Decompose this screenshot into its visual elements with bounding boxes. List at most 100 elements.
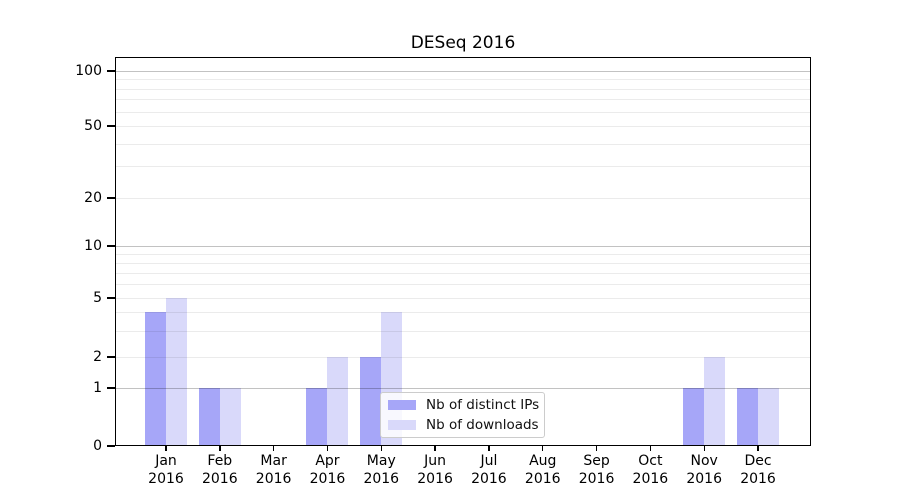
y-tick-label: 0	[93, 438, 102, 454]
y-tick	[107, 297, 115, 299]
minor-gridline	[116, 330, 810, 332]
x-tick-month: Dec	[744, 453, 772, 469]
x-tick-month: Sep	[583, 453, 610, 469]
legend-label: Nb of distinct IPs	[426, 397, 540, 413]
y-tick	[107, 70, 115, 72]
minor-gridline	[116, 253, 810, 255]
x-tick-year: 2016	[309, 470, 346, 487]
x-tick	[595, 446, 598, 451]
x-tick-month: Jul	[480, 453, 498, 469]
minor-gridline	[116, 143, 810, 145]
major-gridline	[116, 71, 810, 72]
x-tick	[326, 446, 329, 451]
x-tick-year: 2016	[255, 470, 292, 487]
x-tick-year: 2016	[471, 470, 507, 487]
x-tick-year: 2016	[740, 470, 776, 487]
x-tick-year: 2016	[417, 470, 453, 487]
x-tick	[165, 446, 167, 451]
minor-gridline	[116, 357, 810, 358]
x-tick-label: Apr 2016	[295, 453, 359, 488]
y-tick	[107, 245, 115, 247]
y-tick-label: 2	[93, 349, 102, 365]
chart-title: DESeq 2016	[410, 33, 516, 53]
minor-gridline	[116, 272, 810, 274]
x-tick-month: Feb	[207, 453, 233, 469]
minor-gridline	[116, 262, 810, 264]
y-tick	[107, 356, 115, 358]
major-gridline	[116, 246, 810, 247]
x-tick-month: Nov	[690, 453, 718, 469]
x-tick	[380, 446, 382, 451]
y-tick	[107, 197, 115, 199]
x-tick-label: Feb 2016	[188, 453, 252, 488]
bar-downloads	[327, 357, 349, 446]
x-tick-month: May	[366, 453, 396, 469]
x-tick-label: Dec 2016	[726, 453, 790, 488]
minor-gridline	[116, 166, 810, 168]
minor-gridline	[116, 312, 810, 314]
x-tick-year: 2016	[201, 470, 238, 487]
legend-label: Nb of downloads	[426, 417, 539, 433]
x-tick-label: Aug 2016	[511, 453, 575, 488]
minor-gridline	[116, 198, 810, 199]
x-tick-label: Sep 2016	[565, 453, 629, 488]
y-tick-label: 50	[84, 118, 102, 134]
legend: Nb of distinct IPs Nb of downloads	[380, 392, 545, 438]
legend-swatch	[388, 420, 416, 430]
x-tick	[703, 446, 705, 451]
x-tick	[488, 446, 490, 451]
x-tick	[542, 446, 544, 451]
x-tick-month: Jan	[155, 453, 177, 469]
x-tick-year: 2016	[578, 470, 615, 487]
x-tick-month: Mar	[260, 453, 287, 469]
minor-gridline	[116, 111, 810, 113]
x-tick-year: 2016	[686, 470, 722, 487]
legend-item: Nb of distinct IPs	[381, 395, 544, 415]
x-tick	[272, 446, 275, 451]
x-tick-label: Jan 2016	[134, 453, 198, 488]
x-tick-year: 2016	[632, 470, 669, 487]
x-tick-label: Jul 2016	[457, 453, 521, 488]
x-tick-label: Nov 2016	[672, 453, 736, 488]
x-tick-month: Aug	[529, 453, 557, 469]
x-tick-label: May 2016	[349, 453, 413, 488]
x-tick-year: 2016	[363, 470, 400, 487]
bar-distinct-ips	[737, 388, 759, 446]
bar-distinct-ips	[145, 312, 166, 446]
bar-distinct-ips	[683, 388, 705, 446]
minor-gridline	[116, 88, 810, 90]
minor-gridline	[116, 284, 810, 286]
minor-gridline	[116, 99, 810, 101]
bar-downloads	[166, 298, 187, 446]
bar-distinct-ips	[306, 388, 328, 446]
bar-downloads	[219, 388, 241, 446]
x-tick-label: Jun 2016	[403, 453, 467, 488]
y-tick-label: 20	[84, 190, 102, 206]
y-tick-label: 1	[93, 380, 102, 396]
bar-distinct-ips	[360, 357, 382, 446]
x-tick	[434, 446, 436, 451]
y-tick	[107, 387, 115, 389]
x-tick-label: Oct 2016	[618, 453, 682, 488]
x-tick	[219, 446, 221, 451]
legend-swatch	[388, 400, 416, 410]
x-tick-year: 2016	[148, 470, 184, 487]
minor-gridline	[116, 298, 810, 299]
major-gridline	[116, 388, 810, 389]
x-tick	[649, 446, 652, 451]
legend-item: Nb of downloads	[381, 415, 544, 435]
y-tick	[107, 445, 115, 447]
x-tick	[757, 446, 759, 451]
bar-downloads	[704, 357, 726, 446]
x-tick-month: Oct	[638, 453, 663, 469]
minor-gridline	[116, 79, 810, 81]
bar-distinct-ips	[198, 388, 220, 446]
x-tick-month: Jun	[424, 453, 447, 469]
x-tick-label: Mar 2016	[242, 453, 306, 488]
x-tick-month: Apr	[315, 453, 340, 469]
x-tick-year: 2016	[524, 470, 561, 487]
y-tick	[107, 125, 115, 127]
bar-downloads	[758, 388, 780, 446]
minor-gridline	[116, 126, 810, 127]
y-tick-label: 100	[75, 63, 102, 79]
